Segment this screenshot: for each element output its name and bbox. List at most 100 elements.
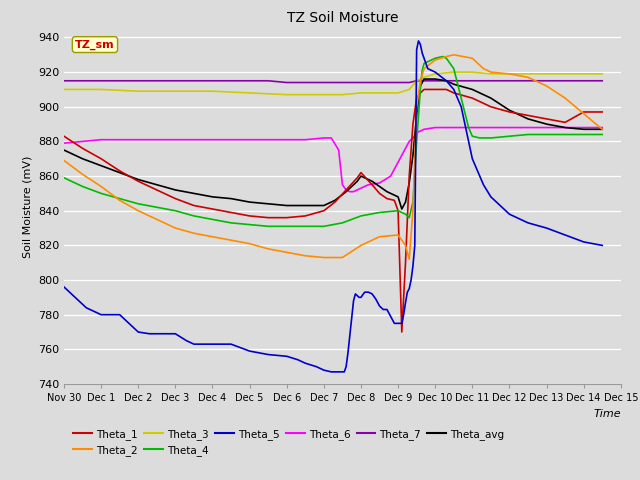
- Theta_2: [320, 254, 328, 260]
- Theta_3: [405, 86, 413, 92]
- Theta_1: [417, 90, 424, 96]
- Theta_6: [468, 125, 476, 131]
- Theta_6: [487, 125, 495, 131]
- Theta_4: [580, 132, 588, 137]
- Theta_1: [390, 197, 398, 203]
- Legend: Theta_1, Theta_2, Theta_3, Theta_4, Theta_5, Theta_6, Theta_7, Theta_avg: Theta_1, Theta_2, Theta_3, Theta_4, Thet…: [69, 425, 509, 460]
- Theta_6: [402, 145, 410, 151]
- Theta_avg: [561, 125, 569, 131]
- Theta_7: [357, 80, 365, 85]
- Theta_6: [413, 130, 420, 136]
- Theta_1: [357, 170, 365, 176]
- Theta_7: [60, 78, 68, 84]
- Theta_1: [190, 203, 198, 208]
- Theta_1: [368, 182, 376, 188]
- Theta_6: [246, 137, 253, 143]
- Theta_4: [209, 216, 216, 222]
- Theta_2: [431, 57, 439, 63]
- Theta_avg: [190, 191, 198, 196]
- Theta_4: [134, 201, 142, 207]
- Line: Theta_3: Theta_3: [64, 72, 602, 95]
- Y-axis label: Soil Moisture (mV): Soil Moisture (mV): [22, 155, 33, 258]
- Theta_avg: [487, 95, 495, 101]
- Theta_avg: [331, 197, 339, 203]
- Theta_2: [190, 230, 198, 236]
- Theta_2: [420, 66, 428, 72]
- Theta_1: [227, 210, 235, 216]
- Theta_1: [409, 121, 417, 127]
- Theta_1: [153, 187, 161, 193]
- Line: Theta_4: Theta_4: [64, 57, 602, 227]
- Theta_3: [413, 78, 420, 84]
- Theta_2: [598, 126, 606, 132]
- Theta_4: [357, 213, 365, 219]
- Theta_3: [431, 71, 439, 77]
- Theta_7: [134, 78, 142, 84]
- Theta_3: [468, 69, 476, 75]
- Theta_7: [172, 78, 179, 84]
- Theta_2: [227, 237, 235, 243]
- Theta_7: [561, 78, 569, 84]
- Theta_4: [442, 55, 450, 61]
- Theta_1: [376, 191, 383, 196]
- Theta_3: [487, 71, 495, 77]
- Theta_2: [442, 54, 450, 60]
- Theta_7: [524, 78, 532, 84]
- Theta_4: [417, 86, 424, 92]
- Theta_6: [134, 137, 142, 143]
- Theta_7: [543, 78, 550, 84]
- Theta_2: [357, 242, 365, 248]
- Theta_6: [209, 137, 216, 143]
- Title: TZ Soil Moisture: TZ Soil Moisture: [287, 11, 398, 25]
- Theta_6: [320, 135, 328, 141]
- Text: TZ_sm: TZ_sm: [75, 39, 115, 50]
- Theta_2: [134, 208, 142, 214]
- Theta_2: [450, 52, 458, 58]
- Theta_1: [398, 329, 406, 335]
- Theta_7: [116, 78, 124, 84]
- Theta_2: [209, 234, 216, 240]
- Theta_7: [301, 80, 309, 85]
- Theta_3: [134, 88, 142, 94]
- Theta_2: [405, 256, 413, 262]
- Theta_2: [409, 208, 417, 214]
- Theta_4: [97, 191, 105, 196]
- Theta_2: [394, 232, 402, 238]
- Theta_4: [283, 224, 291, 229]
- Theta_2: [79, 171, 86, 177]
- Theta_avg: [431, 76, 439, 82]
- Theta_4: [153, 204, 161, 210]
- Theta_7: [450, 78, 458, 84]
- Theta_2: [172, 225, 179, 231]
- Theta_6: [561, 125, 569, 131]
- Theta_5: [60, 284, 68, 290]
- Theta_2: [580, 111, 588, 117]
- Theta_4: [301, 224, 309, 229]
- Theta_avg: [227, 196, 235, 202]
- Theta_7: [246, 78, 253, 84]
- Theta_6: [328, 135, 335, 141]
- Theta_7: [209, 78, 216, 84]
- Theta_avg: [209, 194, 216, 200]
- Line: Theta_avg: Theta_avg: [64, 79, 602, 209]
- Theta_1: [320, 208, 328, 214]
- Theta_2: [561, 95, 569, 101]
- Theta_6: [79, 139, 86, 144]
- Theta_6: [349, 189, 357, 194]
- Theta_3: [543, 71, 550, 77]
- Theta_6: [524, 125, 532, 131]
- Theta_2: [153, 216, 161, 222]
- Theta_4: [598, 132, 606, 137]
- Theta_6: [357, 185, 365, 191]
- Theta_3: [561, 71, 569, 77]
- Theta_4: [79, 183, 86, 189]
- Theta_4: [420, 60, 428, 66]
- Theta_avg: [405, 180, 413, 186]
- Theta_4: [439, 54, 447, 60]
- Theta_avg: [264, 201, 272, 207]
- Theta_1: [301, 213, 309, 219]
- Theta_avg: [283, 203, 291, 208]
- Theta_1: [383, 196, 391, 202]
- Theta_3: [394, 90, 402, 96]
- Theta_4: [246, 222, 253, 228]
